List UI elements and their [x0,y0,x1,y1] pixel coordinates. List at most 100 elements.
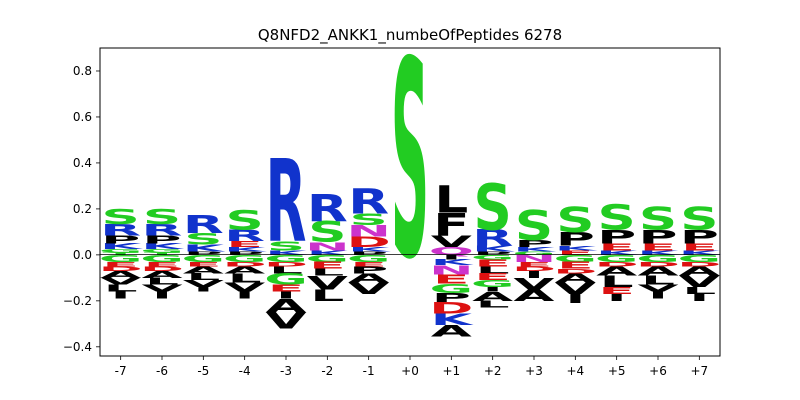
logo-letter-P: P [556,229,595,251]
logo-letter-I: I [524,269,544,280]
logo-letter-V: V [555,280,597,298]
logo-letter-A: A [265,295,306,317]
logo-letter-S: S [474,171,512,244]
logo-letter-L: L [228,271,262,286]
logo-letter-L: L [104,283,138,294]
logo-letter-L: L [600,273,634,291]
logo-letter-P: P [349,265,388,276]
logo-letter-D: D [595,261,639,268]
logo-letter-G: G [264,271,308,289]
logo-letter-K: K [679,249,723,256]
logo-letter-A: A [431,322,473,340]
x-tick-label: -7 [115,364,127,378]
logo-letter-E: E [351,261,387,268]
logo-letter-D: D [347,234,391,250]
logo-letter-N: N [429,263,473,278]
logo-letter-S: S [515,203,553,250]
logo-letter-G: G [636,253,680,264]
logo-letter-R: R [266,136,307,268]
logo-letter-S: S [102,206,140,229]
logo-letter-D: D [512,265,556,272]
logo-letter-K: K [348,246,392,253]
x-tick-label: -1 [363,364,375,378]
logo-letter-P: P [432,291,471,306]
logo-letter-A: A [472,289,513,304]
y-axis: −0.4 −0.2 0.0 0.2 0.4 0.6 0.8 [63,64,100,354]
logo-letter-S: S [391,5,429,320]
logo-letter-G: G [182,253,226,264]
logo-letter-A: A [637,264,678,279]
logo-letter-V: V [348,280,390,298]
x-tick-label: -3 [280,364,292,378]
logo-letter-N: N [305,240,349,253]
logo-letter-R: R [224,227,265,245]
x-tick-label: +4 [566,364,584,378]
logo-letter-K: K [472,244,515,253]
logo-letter-R: R [142,221,183,239]
logo-letter-G: G [99,253,143,264]
logo-letter-A: A [141,269,183,280]
logo-letter-S: S [267,239,305,254]
logo-letter-E: E [475,258,511,269]
logo-letter-G: G [306,253,350,264]
logo-letter-L: L [641,273,675,288]
logo-letter-D: D [553,267,597,274]
logo-letter-I: I [607,292,627,303]
logo-letter-P: P [225,250,264,256]
logo-letter-V: V [265,308,307,334]
logo-letter-K: K [100,242,143,251]
logo-letter-L: L [476,299,510,310]
logo-letter-V: V [637,283,679,294]
logo-letter-V: V [224,280,265,295]
x-tick-label: +1 [442,364,460,378]
logo-letter-L: L [310,287,344,305]
logo-letter-S: S [639,201,677,238]
logo-letter-G: G [554,253,598,264]
logo-letter-A: A [224,265,266,276]
logo-letter-A: A [348,271,389,286]
logo-letter-S: S [680,201,718,238]
y-tick-label: 0.6 [73,110,92,124]
logo-letter-V: V [141,283,183,294]
x-tick-label: +7 [690,364,708,378]
logo-letter-K: K [183,243,226,254]
logo-letter-G: G [471,278,515,289]
logo-letter-G: G [595,253,639,264]
logo-letter-V: V [183,278,225,289]
logo-letter-E: E [185,261,221,268]
logo-letter-K: K [596,249,640,256]
logo-letter-K: K [224,246,268,253]
logo-letter-E: E [599,285,635,296]
logo-letter-E: E [309,260,345,271]
x-tick-label: +6 [649,364,667,378]
logo-letter-N: N [346,222,390,240]
y-tick-label: 0.2 [73,202,92,216]
logo-letter-T: T [103,252,140,256]
x-tick-label: -4 [239,364,251,378]
x-tick-label: +3 [525,364,543,378]
logo-letter-R: R [183,209,224,239]
logo-letter-L: L [476,265,510,276]
logo-letter-P: P [184,250,223,256]
logo-letter-I: I [235,290,255,301]
logo-letter-A: A [596,264,637,279]
logo-letter-V: V [679,273,721,291]
logo-letter-L: L [682,285,716,296]
logo-letter-A: A [513,287,555,305]
logo-letter-G: G [223,253,267,264]
logo-letter-K: K [265,249,309,256]
logo-letter-K: K [637,249,681,256]
logo-letter-I: I [648,290,668,301]
y-tick-label: 0.0 [73,248,92,262]
logo-letter-E: E [599,242,635,253]
x-tick-label: -6 [156,364,168,378]
logo-letter-G: G [140,248,184,254]
logo-letter-S: S [598,197,636,238]
logo-letter-E: E [144,261,180,268]
logo-letter-D: D [99,265,143,272]
logo-letter-V: V [513,275,555,293]
logo-letter-S: S [556,199,594,240]
logo-letter-S: S [184,230,222,248]
logo-letter-P: P [349,250,388,256]
